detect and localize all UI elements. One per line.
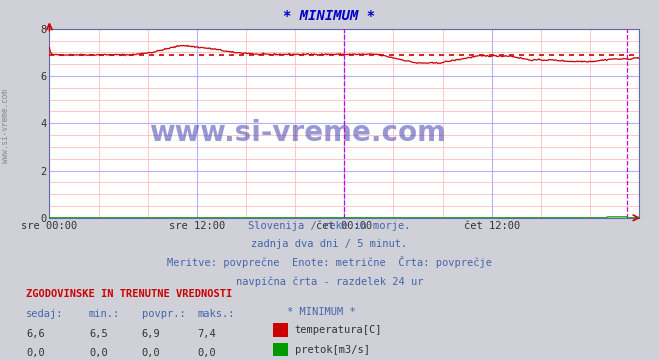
Text: 0,0: 0,0 (89, 348, 107, 359)
Text: www.si-vreme.com: www.si-vreme.com (149, 119, 445, 147)
Text: pretok[m3/s]: pretok[m3/s] (295, 345, 370, 355)
Text: 0,0: 0,0 (142, 348, 160, 359)
Text: 6,5: 6,5 (89, 329, 107, 339)
Text: maks.:: maks.: (198, 309, 235, 319)
Text: Meritve: povprečne  Enote: metrične  Črta: povprečje: Meritve: povprečne Enote: metrične Črta:… (167, 256, 492, 268)
Text: 6,6: 6,6 (26, 329, 45, 339)
Text: 0,0: 0,0 (26, 348, 45, 359)
Text: povpr.:: povpr.: (142, 309, 185, 319)
Text: zadnja dva dni / 5 minut.: zadnja dva dni / 5 minut. (251, 239, 408, 249)
Text: 0,0: 0,0 (198, 348, 216, 359)
Text: sedaj:: sedaj: (26, 309, 64, 319)
Text: * MINIMUM *: * MINIMUM * (283, 9, 376, 23)
Text: www.si-vreme.com: www.si-vreme.com (1, 89, 10, 163)
Text: ZGODOVINSKE IN TRENUTNE VREDNOSTI: ZGODOVINSKE IN TRENUTNE VREDNOSTI (26, 289, 233, 299)
Text: 7,4: 7,4 (198, 329, 216, 339)
Text: temperatura[C]: temperatura[C] (295, 325, 382, 335)
Text: min.:: min.: (89, 309, 120, 319)
Text: 6,9: 6,9 (142, 329, 160, 339)
Text: Slovenija / reke in morje.: Slovenija / reke in morje. (248, 221, 411, 231)
Text: * MINIMUM *: * MINIMUM * (287, 307, 355, 317)
Text: navpična črta - razdelek 24 ur: navpična črta - razdelek 24 ur (236, 276, 423, 287)
